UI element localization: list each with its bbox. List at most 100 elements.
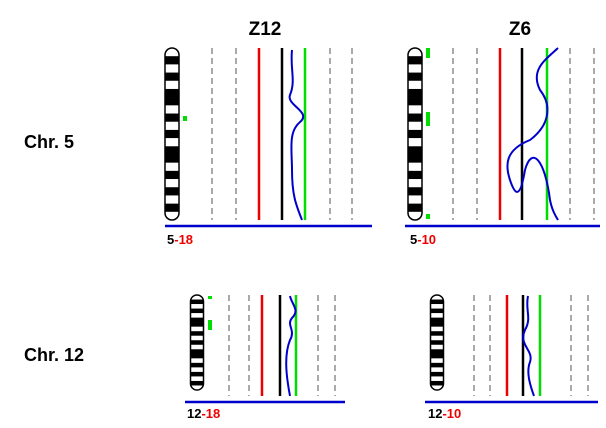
sample-number: -18 xyxy=(174,232,193,247)
chromosome-band xyxy=(165,146,179,154)
chromosome-band xyxy=(408,187,422,195)
row-label: Chr. 5 xyxy=(24,132,74,152)
chromosome-band xyxy=(408,163,422,171)
chromosome-band xyxy=(191,363,204,368)
chromosome-band xyxy=(191,300,204,305)
chromosome-band xyxy=(408,195,422,203)
chromosome-band xyxy=(191,322,204,327)
chromosome-number: 5 xyxy=(167,232,174,247)
chromosome-band xyxy=(408,130,422,138)
chromosome-band xyxy=(191,336,204,341)
sample-number: -10 xyxy=(417,232,436,247)
chromosome-band xyxy=(408,146,422,154)
chromosome-band xyxy=(431,367,444,372)
panel: 12-10 xyxy=(425,295,598,421)
chromosome-number: 5 xyxy=(410,232,417,247)
chromosome-band xyxy=(408,122,422,130)
chromosome-band xyxy=(431,331,444,336)
chromosome-band xyxy=(191,358,204,363)
sample-number: -18 xyxy=(201,406,220,421)
chromosome-band xyxy=(165,73,179,81)
chromosome-band xyxy=(191,331,204,336)
chromosome-band xyxy=(408,81,422,89)
profile-curve xyxy=(523,296,534,396)
chromosome-band xyxy=(431,313,444,318)
green-mark xyxy=(426,48,430,58)
chromosome-band xyxy=(408,105,422,113)
chromosome-band xyxy=(191,381,204,386)
chromosome-band xyxy=(408,89,422,97)
chromosome-band xyxy=(165,64,179,72)
chromosome-band xyxy=(408,204,422,212)
profile-curve xyxy=(507,48,558,220)
sample-number: -10 xyxy=(442,406,461,421)
chromosome-band xyxy=(408,179,422,187)
chromosome-number: 12 xyxy=(428,406,442,421)
chromosome-band xyxy=(191,345,204,350)
chromosome-band xyxy=(165,122,179,130)
chromosome-band xyxy=(165,154,179,162)
chromosome-band xyxy=(165,81,179,89)
chromosome-band xyxy=(408,97,422,105)
chromosome-band xyxy=(431,322,444,327)
figure: Z12 Z6 Chr. 5 Chr. 12 5-185-1012-1812-10 xyxy=(0,0,606,428)
chromosome-band xyxy=(431,345,444,350)
chromosome-band xyxy=(191,372,204,377)
panel-label: 12-10 xyxy=(428,406,461,421)
chromosome-band xyxy=(408,154,422,162)
panel-label: 5-18 xyxy=(167,232,193,247)
green-mark xyxy=(208,320,212,330)
chromosome-band xyxy=(191,367,204,372)
chromosome-band xyxy=(431,376,444,381)
profile-curve xyxy=(290,50,304,220)
chromosome-band xyxy=(408,64,422,72)
chromosome-number: 12 xyxy=(187,406,201,421)
chromosome-band xyxy=(165,163,179,171)
green-mark xyxy=(426,214,430,219)
chromosome-band xyxy=(431,340,444,345)
profile-curve xyxy=(286,296,295,396)
column-header: Z12 xyxy=(249,19,282,40)
panel: 5-10 xyxy=(405,48,600,247)
chromosome-band xyxy=(165,179,179,187)
column-header: Z6 xyxy=(509,19,531,40)
chromosome-band xyxy=(165,130,179,138)
panel-label: 5-10 xyxy=(410,232,436,247)
chromosome-band xyxy=(431,336,444,341)
chromosome-band xyxy=(165,195,179,203)
chromosome-band xyxy=(431,381,444,386)
chromosome-band xyxy=(191,354,204,359)
chromosome-band xyxy=(408,138,422,146)
green-mark xyxy=(208,296,212,299)
chromosome-band xyxy=(165,204,179,212)
panel-label: 12-18 xyxy=(187,406,220,421)
row-label: Chr. 12 xyxy=(24,345,84,365)
chromosome-band xyxy=(431,363,444,368)
chromosome-band xyxy=(408,56,422,64)
panel: 12-18 xyxy=(185,295,345,421)
chromosome-band xyxy=(191,349,204,354)
chromosome-band xyxy=(431,318,444,323)
panel: 5-18 xyxy=(165,48,372,247)
chromosome-band xyxy=(431,327,444,332)
chromosome-band xyxy=(431,349,444,354)
chromosome-band xyxy=(191,309,204,314)
chromosome-band xyxy=(191,318,204,323)
chromosome-band xyxy=(165,105,179,113)
chromosome-band xyxy=(165,114,179,122)
chromosome-band xyxy=(165,56,179,64)
chromosome-band xyxy=(165,171,179,179)
chromosome-band xyxy=(165,212,179,220)
chromosome-band xyxy=(431,304,444,309)
green-mark xyxy=(183,116,187,121)
chromosome-band xyxy=(165,138,179,146)
chromosome-band xyxy=(408,73,422,81)
chromosome-band xyxy=(431,309,444,314)
chromosome-band xyxy=(165,89,179,97)
chromosome-band xyxy=(191,304,204,309)
chromosome-band xyxy=(191,376,204,381)
chromosome-band xyxy=(191,313,204,318)
chromosome-band xyxy=(191,340,204,345)
chromosome-band xyxy=(191,327,204,332)
chromosome-band xyxy=(431,358,444,363)
